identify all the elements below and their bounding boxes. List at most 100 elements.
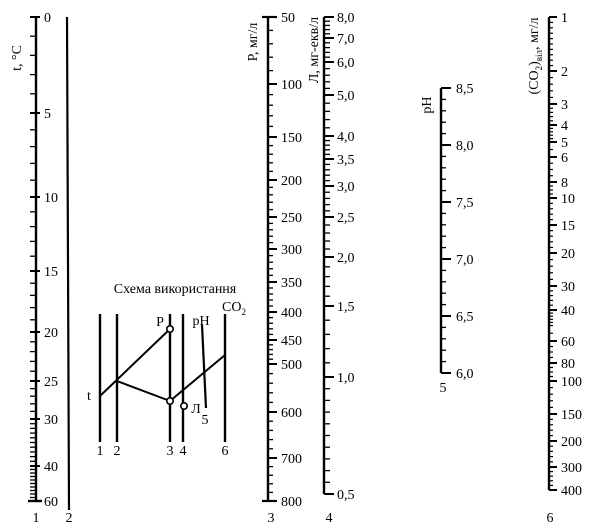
inset-label-t: t: [87, 389, 91, 404]
co2-tick-label: 2: [561, 65, 568, 80]
inset-connector-aux-pivot: [116, 380, 171, 402]
inset-point-pivot: [166, 396, 175, 405]
inset-label-co2: CO2: [222, 300, 246, 317]
p-tick-label: 300: [281, 243, 302, 258]
inset-line-5: [200, 324, 208, 409]
temperature-tick-label: 0: [44, 11, 51, 26]
inset-label-pH: pH: [192, 314, 209, 329]
co2-title-sub1: 2: [534, 66, 544, 71]
inset-axis-number-4: 4: [180, 444, 187, 459]
p-tick-label: 150: [281, 131, 302, 146]
co2-tick-label: 8: [561, 176, 568, 191]
auxiliary-scale-line: [65, 16, 71, 511]
p-tick-label: 700: [281, 452, 302, 467]
alkalinity-tick-label: 4,0: [337, 130, 355, 145]
p-tick-label: 250: [281, 211, 302, 226]
co2-title-main: (CO: [527, 70, 542, 94]
scale-number-3: 3: [268, 511, 275, 526]
alkalinity-scale-title: Л, мг-екв/л: [307, 17, 322, 83]
alkalinity-tick-label: 1,5: [337, 300, 355, 315]
p-tick-label: 800: [281, 495, 302, 510]
inset-point-L: [180, 401, 189, 410]
co2-tick-label: 10: [561, 192, 575, 207]
alkalinity-tick-label: 2,0: [337, 251, 355, 266]
co2-tick-label: 150: [561, 408, 582, 423]
inset-co2-main: CO: [222, 300, 241, 315]
alkalinity-tick-label: 7,0: [337, 32, 355, 47]
co2-tick-label: 60: [561, 335, 575, 350]
ph-tick-label: 7,5: [456, 196, 474, 211]
inset-co2-sub: 2: [241, 307, 246, 317]
scale-number-2: 2: [66, 511, 73, 526]
p-tick-label: 400: [281, 306, 302, 321]
alkalinity-tick-label: 1,0: [337, 371, 355, 386]
temperature-scale: 0 5 10 15 20 25 30 40 60: [28, 11, 58, 510]
co2-tick-label: 40: [561, 304, 575, 319]
co2-tick-label: 200: [561, 435, 582, 450]
alkalinity-tick-label: 0,5: [337, 488, 355, 503]
inset-point-P: [166, 324, 175, 333]
co2-tick-label: 1: [561, 11, 568, 26]
co2-tick-label: 6: [561, 151, 568, 166]
co2-title-close: ): [527, 61, 542, 66]
co2-tick-label: 400: [561, 484, 582, 499]
p-tick-label: 500: [281, 358, 302, 373]
p-tick-label: 600: [281, 406, 302, 421]
co2-tick-label: 5: [561, 136, 568, 151]
scale-number-4: 4: [326, 511, 333, 526]
ph-scale-title: pH: [420, 96, 435, 113]
alkalinity-scale: 8,0 7,0 6,0 5,0 4,0 3,5 3,0 2,5 2,0 1,5 1,0 0,5: [322, 11, 355, 503]
ph-scale: 8,5 8,0 7,5 7,0 6,5 6,0: [439, 82, 474, 382]
alkalinity-tick-label: 2,5: [337, 211, 355, 226]
co2-tick-label: 4: [561, 119, 568, 134]
ph-tick-label: 7,0: [456, 253, 474, 268]
scale-number-6: 6: [547, 511, 554, 526]
temperature-scale-title: t, °C: [10, 45, 25, 71]
co2-title-unit: , мг/л: [527, 17, 542, 49]
co2-tick-label: 80: [561, 357, 575, 372]
scale-number-5: 5: [440, 381, 447, 396]
temperature-tick-label: 30: [44, 413, 58, 428]
p-tick-label: 200: [281, 174, 302, 189]
ph-tick-label: 8,5: [456, 82, 474, 97]
ph-tick-label: 8,0: [456, 139, 474, 154]
scale-number-1: 1: [33, 511, 40, 526]
co2-tick-label: 100: [561, 375, 582, 390]
inset-connector-pivot-co2: [169, 354, 226, 402]
inset-title: Схема використання: [114, 282, 237, 297]
p-scale: 50 100 150 200 250 300 350 400 450 500 600 700 800: [262, 11, 302, 510]
alkalinity-tick-label: 8,0: [337, 11, 355, 26]
p-scale-title: P, мг/л: [246, 23, 261, 62]
temperature-tick-label: 15: [44, 265, 58, 280]
temperature-tick-label: 10: [44, 191, 58, 206]
p-tick-label: 450: [281, 334, 302, 349]
temperature-tick-label: 5: [44, 107, 51, 122]
co2-tick-label: 300: [561, 461, 582, 476]
p-tick-label: 350: [281, 276, 302, 291]
usage-scheme-inset: Схема використання t P pH CO2 Л 5 1 2 3 …: [87, 282, 246, 459]
temperature-tick-label: 60: [44, 495, 58, 510]
temperature-tick-label: 20: [44, 326, 58, 341]
co2-scale-title: (CO2)віл, мг/л: [527, 17, 544, 94]
inset-axis-number-1: 1: [97, 444, 104, 459]
inset-label-P: P: [156, 315, 164, 330]
p-tick-label: 100: [281, 78, 302, 93]
alkalinity-tick-label: 3,5: [337, 153, 355, 168]
co2-tick-label: 15: [561, 219, 575, 234]
inset-axis-number-3: 3: [167, 444, 174, 459]
alkalinity-tick-label: 5,0: [337, 89, 355, 104]
co2-tick-label: 30: [561, 280, 575, 295]
temperature-tick-label: 25: [44, 375, 58, 390]
temperature-tick-label: 40: [44, 460, 58, 475]
alkalinity-tick-label: 3,0: [337, 180, 355, 195]
p-tick-label: 50: [281, 11, 295, 26]
ph-tick-label: 6,0: [456, 367, 474, 382]
ph-tick-label: 6,5: [456, 310, 474, 325]
inset-axis-number-6: 6: [222, 444, 229, 459]
inset-axis-number-2: 2: [114, 444, 121, 459]
inset-label-L: Л: [191, 402, 201, 417]
co2-tick-label: 3: [561, 98, 568, 113]
inset-connector-t-L: [99, 328, 171, 397]
co2-tick-label: 20: [561, 247, 575, 262]
